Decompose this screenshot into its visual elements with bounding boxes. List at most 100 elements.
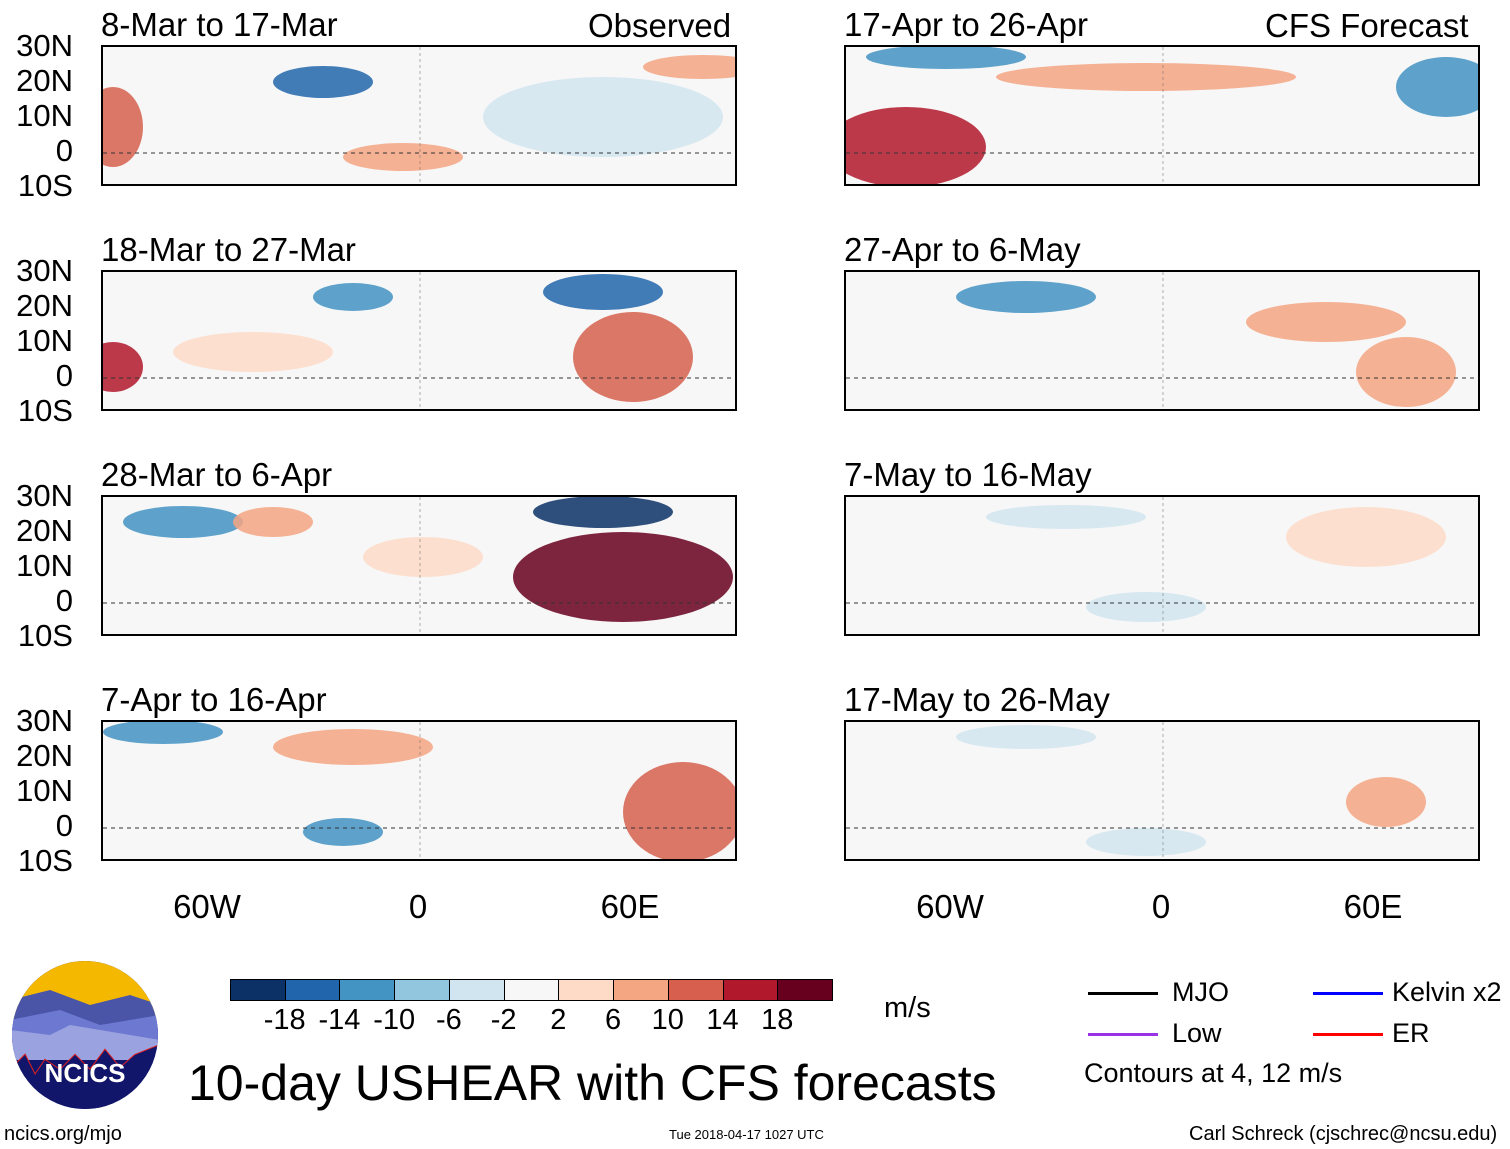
colorbar-label: -6 xyxy=(436,1004,462,1036)
lat-tick-label: 10S xyxy=(17,843,73,878)
map-panel-right-4 xyxy=(844,720,1480,861)
lat-tick-label: 10S xyxy=(17,393,73,428)
anomaly-region xyxy=(103,342,143,392)
legend-label: MJO xyxy=(1172,977,1229,1007)
anomaly-region xyxy=(956,725,1096,749)
lat-tick-label: 0 xyxy=(55,358,73,393)
anomaly-region xyxy=(273,729,433,765)
map-panel-right-3 xyxy=(844,495,1480,636)
anomaly-region xyxy=(313,283,393,311)
colorbar-swatch xyxy=(339,979,396,1001)
anomaly-region xyxy=(173,332,333,372)
anomaly-region xyxy=(233,507,313,537)
lat-tick-label: 10S xyxy=(17,618,73,653)
colorbar-label: 2 xyxy=(550,1004,567,1036)
map-panel-right-1 xyxy=(844,45,1480,186)
lat-tick-label: 20N xyxy=(16,63,73,98)
lat-tick-label: 10N xyxy=(16,548,73,583)
panel-title: 17-Apr to 26-Apr xyxy=(844,6,1088,43)
ncics-logo: NCICS xyxy=(10,960,160,1110)
lat-tick-label: 10N xyxy=(16,98,73,133)
colorbar-swatch xyxy=(613,979,669,1001)
anomaly-region xyxy=(956,281,1096,313)
map-panel-left-1 xyxy=(101,45,737,186)
lat-tick-label: 30N xyxy=(16,253,73,288)
anomaly-region xyxy=(103,87,143,167)
anomaly-region xyxy=(1286,507,1446,567)
panel-title: 27-Apr to 6-May xyxy=(844,231,1081,268)
anomaly-region xyxy=(543,274,663,310)
anomaly-region xyxy=(996,63,1296,91)
lat-tick-label: 20N xyxy=(16,513,73,548)
lat-tick-label: 20N xyxy=(16,738,73,773)
legend-label: Kelvin x2 xyxy=(1392,977,1502,1007)
anomaly-region xyxy=(573,312,693,402)
footer-timestamp: Tue 2018-04-17 1027 UTC xyxy=(669,1127,824,1142)
colorbar-swatch xyxy=(558,979,615,1001)
colorbar-swatch xyxy=(503,979,560,1001)
lon-tick-label: 60E xyxy=(1343,888,1403,925)
panel-title: 18-Mar to 27-Mar xyxy=(101,231,356,268)
colorbar-label: 6 xyxy=(605,1004,622,1036)
colorbar-label: 14 xyxy=(706,1004,739,1036)
anomaly-region xyxy=(483,77,723,157)
colorbar-label: 10 xyxy=(651,1004,684,1036)
legend-line xyxy=(1088,992,1158,995)
lat-tick-label: 0 xyxy=(55,583,73,618)
map-panel-left-4 xyxy=(101,720,737,861)
lat-tick-label: 30N xyxy=(16,703,73,738)
colorbar-units: m/s xyxy=(884,992,931,1024)
colorbar-swatch xyxy=(284,979,341,1001)
lat-tick-label: 30N xyxy=(16,28,73,63)
lon-tick-label: 60W xyxy=(173,888,241,925)
logo-text: NCICS xyxy=(45,1058,126,1088)
anomaly-region xyxy=(643,55,735,79)
legend-line xyxy=(1313,1033,1383,1036)
colorbar-swatch xyxy=(394,979,450,1001)
map-panel-left-2 xyxy=(101,270,737,411)
lon-tick-label: 60E xyxy=(600,888,660,925)
legend-label: Low xyxy=(1172,1018,1222,1048)
colorbar-swatch xyxy=(448,979,505,1001)
anomaly-region xyxy=(533,497,673,528)
observed-header: Observed xyxy=(588,7,732,44)
anomaly-region xyxy=(123,506,243,538)
colorbar-swatch xyxy=(777,979,833,1001)
anomaly-region xyxy=(303,818,383,846)
lat-tick-label: 30N xyxy=(16,478,73,513)
colorbar-label: -18 xyxy=(263,1004,306,1036)
lat-tick-label: 0 xyxy=(55,133,73,168)
lon-tick-label: 0 xyxy=(408,888,428,925)
lat-tick-label: 20N xyxy=(16,288,73,323)
legend-line xyxy=(1088,1033,1158,1036)
anomaly-region xyxy=(273,66,373,98)
map-panel-left-3 xyxy=(101,495,737,636)
anomaly-region xyxy=(623,762,735,859)
panel-title: 8-Mar to 17-Mar xyxy=(101,6,338,43)
contour-note: Contours at 4, 12 m/s xyxy=(1084,1058,1343,1088)
panel-title: 7-Apr to 16-Apr xyxy=(101,681,327,718)
forecast-header: CFS Forecast xyxy=(1265,7,1469,44)
anomaly-region xyxy=(343,143,463,171)
colorbar-swatch xyxy=(722,979,779,1001)
panel-title: 28-Mar to 6-Apr xyxy=(101,456,333,493)
colorbar-label: -14 xyxy=(318,1004,361,1036)
lat-tick-label: 10S xyxy=(17,168,73,203)
lat-tick-label: 10N xyxy=(16,773,73,808)
footer-url[interactable]: ncics.org/mjo xyxy=(4,1123,122,1145)
lat-tick-label: 10N xyxy=(16,323,73,358)
anomaly-region xyxy=(986,505,1146,529)
panel-title: 17-May to 26-May xyxy=(844,681,1110,718)
anomaly-region xyxy=(1086,828,1206,856)
lon-tick-label: 60W xyxy=(916,888,984,925)
footer-author: Carl Schreck (cjschrec@ncsu.edu) xyxy=(1189,1123,1498,1145)
lon-tick-label: 0 xyxy=(1151,888,1171,925)
colorbar-label: -10 xyxy=(373,1004,416,1036)
anomaly-region xyxy=(1356,337,1456,407)
panel-title: 7-May to 16-May xyxy=(844,456,1092,493)
anomaly-region xyxy=(846,107,986,184)
legend-label: ER xyxy=(1392,1018,1430,1048)
legend-line xyxy=(1313,992,1383,995)
anomaly-region xyxy=(1246,302,1406,342)
